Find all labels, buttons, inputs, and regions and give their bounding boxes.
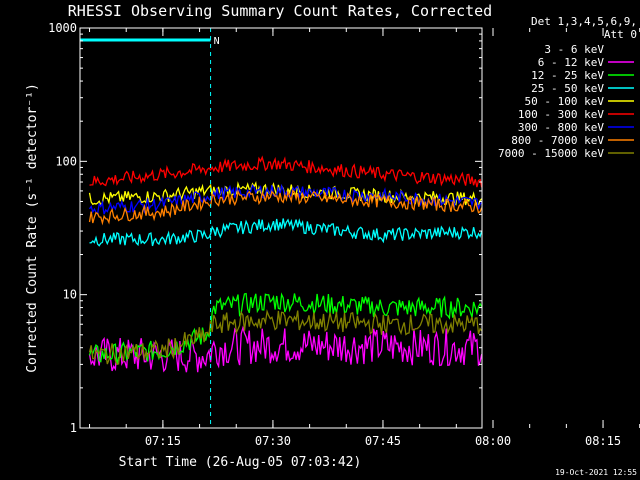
y-axis-label: Corrected Count Rate (s⁻¹ detector⁻¹) [25,83,40,373]
legend-label: 300 - 800 keV [518,121,604,134]
legend-label: 3 - 6 keV [544,43,604,56]
series-line-100-300-kev [89,155,483,188]
x-axis-label: Start Time (26-Aug-05 07:03:42) [119,455,362,470]
legend-label: 100 - 300 keV [518,108,604,121]
y-tick-label: 100 [55,154,77,168]
y-tick-label: 1 [70,421,77,435]
series-line-300-800-kev [88,183,483,216]
legend-header-line-2: Att 0 [604,28,637,41]
series-line-7000-15000-kev [88,309,483,366]
footer-timestamp: 19-Oct-2021 12:55 [555,468,637,477]
series-line-800-7000-kev [88,189,483,226]
series-line-25-50-kev [89,218,483,247]
y-axis: 1 10 100 1000 [48,21,482,435]
plot-frame [79,27,483,429]
legend-label: 50 - 100 keV [525,95,605,108]
legend-label: 12 - 25 keV [531,69,604,82]
flag-label-n: N [214,36,220,47]
x-tick-label: 08:15 [585,434,621,448]
legend-label: 800 - 7000 keV [511,134,604,147]
chart-title: RHESSI Observing Summary Count Rates, Co… [68,2,492,20]
x-tick-label: 07:45 [365,434,401,448]
marker-layer: N [80,28,220,428]
legend-header-line-1: Det 1,3,4,5,6,9, [531,15,637,28]
x-tick-label: 08:00 [475,434,511,448]
series-line-12-25-kev [88,292,483,365]
y-tick-label: 10 [63,288,77,302]
x-tick-label: 07:15 [145,434,181,448]
legend-label: 25 - 50 keV [531,82,604,95]
y-tick-label: 1000 [48,21,77,35]
x-tick-label: 07:30 [255,434,291,448]
legend-label: 6 - 12 keV [538,56,605,69]
legend-label: 7000 - 15000 keV [498,147,604,160]
